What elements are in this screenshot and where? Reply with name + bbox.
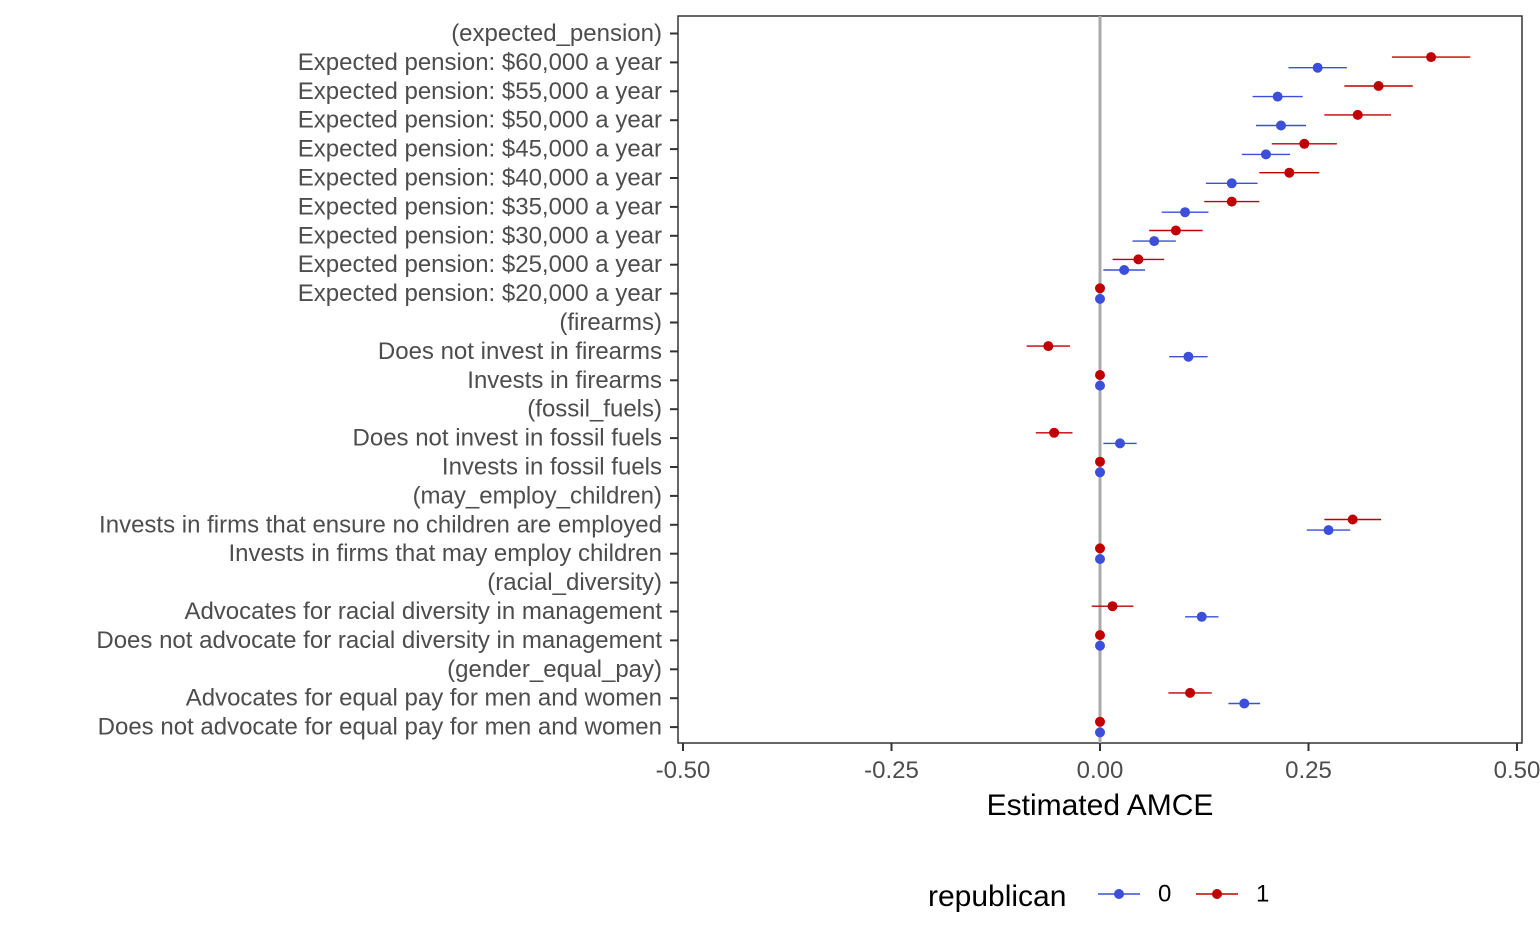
legend-label-series-1: 1	[1256, 881, 1269, 908]
y-tick-label: (may_employ_children)	[413, 482, 662, 509]
y-axis-labels: (expected_pension)Expected pension: $60,…	[96, 20, 662, 741]
point-series-0	[1149, 236, 1160, 247]
y-tick-label: Does not advocate for equal pay for men …	[98, 714, 662, 741]
y-tick-label: Invests in firms that may employ childre…	[229, 540, 663, 567]
y-tick-label: Invests in firms that ensure no children…	[99, 511, 662, 538]
point-series-0	[1119, 265, 1130, 275]
y-tick-label: (firearms)	[559, 309, 662, 336]
point-series-0	[1272, 91, 1283, 102]
legend-key-point-series-0	[1114, 889, 1124, 899]
point-series-1	[1352, 109, 1363, 120]
point-series-0	[1095, 467, 1105, 478]
x-tick-label: -0.50	[656, 757, 711, 784]
point-series-1	[1049, 427, 1060, 438]
chart-marks	[1026, 52, 1471, 738]
y-tick-label: Expected pension: $40,000 a year	[298, 165, 662, 192]
point-series-1	[1426, 52, 1437, 63]
y-tick-label: (fossil_fuels)	[527, 396, 662, 423]
x-tick-label: 0.00	[1077, 757, 1124, 784]
y-tick-label: Expected pension: $60,000 a year	[298, 49, 662, 76]
y-tick-label: Advocates for equal pay for men and wome…	[186, 685, 662, 712]
y-tick-label: Expected pension: $25,000 a year	[298, 251, 662, 278]
y-tick-label: Advocates for racial diversity in manage…	[184, 598, 662, 625]
point-series-0	[1239, 698, 1250, 709]
point-series-1	[1043, 341, 1054, 352]
point-series-1	[1133, 254, 1144, 265]
y-tick-label: Expected pension: $45,000 a year	[298, 136, 662, 163]
y-tick-label: Invests in fossil fuels	[442, 454, 662, 481]
point-series-1	[1373, 81, 1384, 91]
point-series-0	[1323, 525, 1334, 536]
x-tick-label: -0.25	[864, 757, 919, 784]
point-series-0	[1260, 149, 1271, 160]
point-series-1	[1347, 514, 1358, 525]
x-axis-title: Estimated AMCE	[987, 789, 1214, 822]
y-tick-label: Invests in firearms	[467, 367, 662, 394]
y-axis-ticks	[670, 32, 678, 729]
legend-title: republican	[928, 880, 1066, 913]
x-tick-label: 0.50	[1494, 757, 1540, 784]
y-tick-label: (expected_pension)	[451, 20, 662, 47]
point-series-0	[1095, 380, 1105, 391]
y-tick-label: Expected pension: $55,000 a year	[298, 78, 662, 105]
point-series-1	[1299, 138, 1310, 149]
point-series-0	[1095, 293, 1105, 304]
y-tick-label: Does not invest in fossil fuels	[353, 425, 662, 452]
point-series-1	[1226, 196, 1237, 207]
point-series-1	[1095, 370, 1105, 380]
point-series-0	[1095, 727, 1105, 738]
point-series-0	[1275, 120, 1286, 131]
point-series-0	[1115, 438, 1126, 449]
point-series-0	[1183, 351, 1194, 362]
point-series-0	[1226, 178, 1237, 189]
y-tick-label: Does not advocate for racial diversity i…	[96, 627, 662, 654]
point-series-1	[1185, 687, 1196, 698]
y-tick-label: (gender_equal_pay)	[447, 656, 662, 683]
y-tick-label: Expected pension: $35,000 a year	[298, 193, 662, 220]
point-series-0	[1196, 611, 1207, 622]
point-series-1	[1095, 283, 1105, 294]
x-tick-label: 0.25	[1285, 757, 1332, 784]
point-series-0	[1095, 640, 1105, 651]
y-tick-label: Expected pension: $20,000 a year	[298, 280, 662, 307]
point-series-1	[1170, 225, 1181, 236]
point-series-0	[1180, 207, 1191, 218]
point-series-1	[1095, 716, 1105, 727]
point-series-1	[1095, 456, 1105, 467]
point-series-1	[1095, 543, 1105, 554]
point-series-0	[1312, 62, 1323, 73]
legend-key-point-series-1	[1212, 889, 1222, 899]
y-tick-label: Expected pension: $50,000 a year	[298, 107, 662, 134]
y-tick-label: Expected pension: $30,000 a year	[298, 222, 662, 249]
point-series-1	[1107, 601, 1118, 612]
y-tick-label: (racial_diversity)	[487, 569, 662, 596]
point-series-1	[1284, 167, 1295, 178]
point-series-1	[1095, 630, 1105, 641]
point-series-0	[1095, 554, 1105, 564]
y-tick-label: Does not invest in firearms	[378, 338, 662, 365]
legend-label-series-0: 0	[1158, 881, 1171, 908]
x-axis: -0.50 -0.25 0.00 0.25 0.50	[656, 743, 1540, 784]
